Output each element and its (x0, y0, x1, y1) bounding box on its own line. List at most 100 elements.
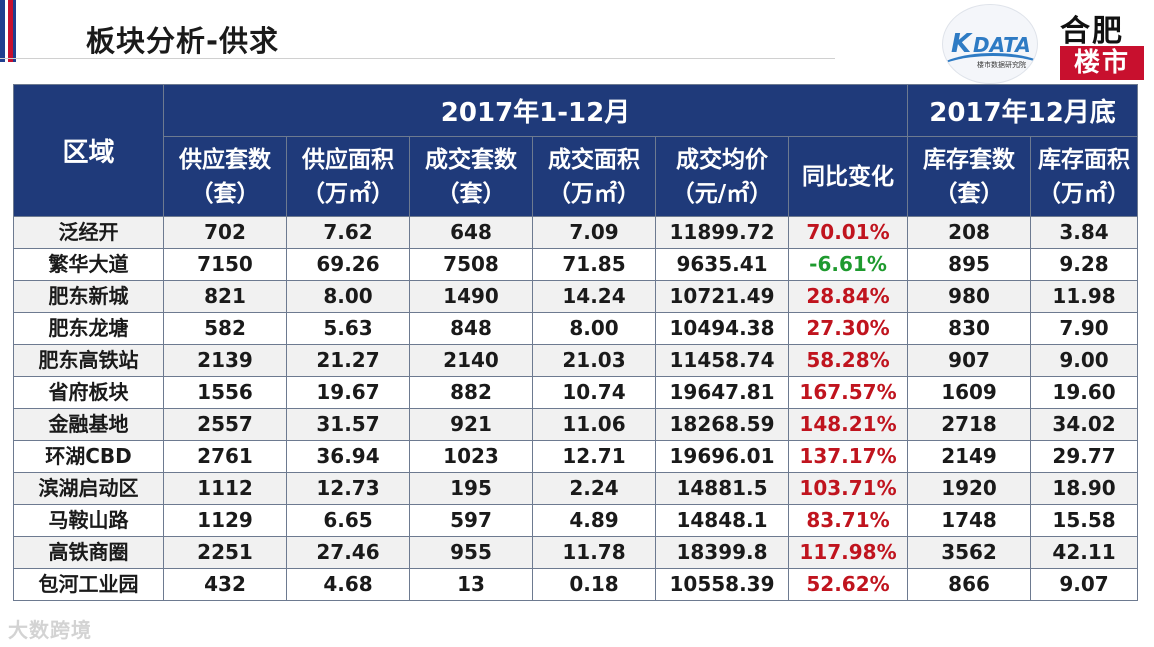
flag-stripe-blue (0, 0, 5, 62)
table-row: 肥东高铁站 2139 21.27 2140 21.03 11458.74 58.28% 907… (13, 344, 1139, 377)
cell-supply-units: 2139 (163, 344, 287, 377)
cell-deal-area: 2.24 (532, 472, 656, 505)
cell-deal-area: 10.74 (532, 376, 656, 409)
cell-stock-area: 34.02 (1030, 408, 1139, 441)
cell-stock-units: 1609 (907, 376, 1032, 409)
logo-k-sub: 楼市数据研究院 (977, 61, 1026, 69)
cell-supply-units: 1129 (163, 504, 287, 537)
hefei-loushi-logo: 合肥 楼市 (1050, 2, 1150, 82)
logo-k-mark: K (951, 29, 972, 59)
period-header-2017-jan-dec: 2017年1-12月 (162, 84, 909, 137)
cell-deal-units: 2140 (409, 344, 533, 377)
cell-stock-area: 18.90 (1030, 472, 1139, 505)
cell-avg-price: 19647.81 (655, 376, 789, 409)
table-row: 包河工业园 432 4.68 13 0.18 10558.39 52.62% 866 9.07 (13, 568, 1139, 601)
cell-deal-units: 195 (409, 472, 533, 505)
cell-yoy: 148.21% (787, 408, 909, 441)
cell-stock-units: 2718 (907, 408, 1032, 441)
column-header-line2: （套） (934, 180, 1004, 207)
column-header-stock-units: 库存套数 （套） (907, 136, 1032, 217)
cell-supply-area: 7.62 (286, 216, 410, 249)
cell-stock-area: 11.98 (1030, 280, 1139, 313)
cell-supply-area: 21.27 (286, 344, 410, 377)
region-header: 区域 (13, 84, 164, 217)
table-row: 肥东新城 821 8.00 1490 14.24 10721.49 28.84% 980 11.… (13, 280, 1139, 313)
cell-deal-units: 921 (409, 408, 533, 441)
cell-deal-area: 71.85 (532, 248, 656, 281)
column-header-deal-units: 成交套数 （套） (409, 136, 533, 217)
column-header-line2: （万㎡） (1038, 180, 1131, 207)
column-header-stock-area: 库存面积 （万㎡） (1030, 136, 1139, 217)
cell-deal-units: 882 (409, 376, 533, 409)
cell-stock-area: 15.58 (1030, 504, 1139, 537)
cell-supply-area: 69.26 (286, 248, 410, 281)
cell-deal-area: 14.24 (532, 280, 656, 313)
cell-deal-units: 955 (409, 536, 533, 569)
cell-region: 繁华大道 (13, 248, 164, 281)
cell-supply-units: 1112 (163, 472, 287, 505)
table-row: 环湖CBD 2761 36.94 1023 12.71 19696.01 137.17% 21… (13, 440, 1139, 473)
table-body: 泛经开 702 7.62 648 7.09 11899.72 70.01% 208 3.84 繁华… (13, 216, 1139, 601)
cell-supply-units: 582 (163, 312, 287, 345)
table-row: 滨湖启动区 1112 12.73 195 2.24 14881.5 103.71% 1920 1… (13, 472, 1139, 505)
table-row: 繁华大道 7150 69.26 7508 71.85 9635.41 -6.61% 895 9.… (13, 248, 1139, 281)
cell-stock-units: 1920 (907, 472, 1032, 505)
cell-stock-area: 9.00 (1030, 344, 1139, 377)
cell-yoy: 58.28% (787, 344, 909, 377)
column-header-yoy-change: 同比变化 (787, 136, 909, 217)
cell-avg-price: 14848.1 (655, 504, 789, 537)
cell-deal-area: 4.89 (532, 504, 656, 537)
kdata-logo: K DATA 楼市数据研究院 (942, 4, 1038, 84)
cell-yoy: -6.61% (787, 248, 909, 281)
flag-stripe-red (8, 0, 13, 62)
column-header-line2: （套） (190, 180, 260, 207)
cell-supply-area: 8.00 (286, 280, 410, 313)
cell-avg-price: 19696.01 (655, 440, 789, 473)
cell-supply-units: 432 (163, 568, 287, 601)
cell-avg-price: 14881.5 (655, 472, 789, 505)
cell-region: 环湖CBD (13, 440, 164, 473)
cell-stock-area: 19.60 (1030, 376, 1139, 409)
cell-yoy: 103.71% (787, 472, 909, 505)
cell-deal-area: 0.18 (532, 568, 656, 601)
cell-region: 包河工业园 (13, 568, 164, 601)
watermark-text: 大数跨境 (8, 618, 92, 642)
column-header-line2: （万㎡） (548, 180, 640, 207)
flag-stripe-white (5, 0, 8, 62)
column-header-row: 供应套数 （套） 供应面积 （万㎡） 成交套数 （套） 成交面积 （万㎡） 成交均价 （元/㎡） 同… (14, 136, 1139, 217)
cell-stock-area: 29.77 (1030, 440, 1139, 473)
column-header-line1: 同比变化 (802, 163, 895, 190)
cell-supply-units: 2557 (163, 408, 287, 441)
cell-avg-price: 10494.38 (655, 312, 789, 345)
cell-stock-area: 42.11 (1030, 536, 1139, 569)
cell-deal-units: 13 (409, 568, 533, 601)
cell-supply-area: 27.46 (286, 536, 410, 569)
cell-yoy: 28.84% (787, 280, 909, 313)
cell-avg-price: 10558.39 (655, 568, 789, 601)
flag-stripe-blue-2 (13, 0, 16, 62)
cell-region: 肥东新城 (13, 280, 164, 313)
cell-yoy: 27.30% (787, 312, 909, 345)
cell-stock-units: 866 (907, 568, 1032, 601)
table-row: 金融基地 2557 31.57 921 11.06 18268.59 148.21% 2718… (13, 408, 1139, 441)
table-row: 泛经开 702 7.62 648 7.09 11899.72 70.01% 208 3.84 (13, 216, 1139, 249)
cell-stock-units: 3562 (907, 536, 1032, 569)
cell-deal-area: 11.06 (532, 408, 656, 441)
cell-region: 泛经开 (13, 216, 164, 249)
cell-yoy: 117.98% (787, 536, 909, 569)
cell-deal-units: 1023 (409, 440, 533, 473)
cell-deal-area: 11.78 (532, 536, 656, 569)
cell-stock-units: 907 (907, 344, 1032, 377)
table-row: 高铁商圈 2251 27.46 955 11.78 18399.8 117.98% 3562 4… (13, 536, 1139, 569)
cell-yoy: 137.17% (787, 440, 909, 473)
cell-yoy: 83.71% (787, 504, 909, 537)
column-header-avg-price: 成交均价 （元/㎡） (655, 136, 789, 217)
cell-avg-price: 9635.41 (655, 248, 789, 281)
cell-deal-units: 648 (409, 216, 533, 249)
cell-yoy: 167.57% (787, 376, 909, 409)
cell-stock-area: 9.07 (1030, 568, 1139, 601)
column-header-line2: （套） (436, 180, 506, 207)
table-row: 肥东龙塘 582 5.63 848 8.00 10494.38 27.30% 830 7.90 (13, 312, 1139, 345)
column-header-line1: 库存套数 (923, 146, 1016, 173)
cell-avg-price: 11899.72 (655, 216, 789, 249)
